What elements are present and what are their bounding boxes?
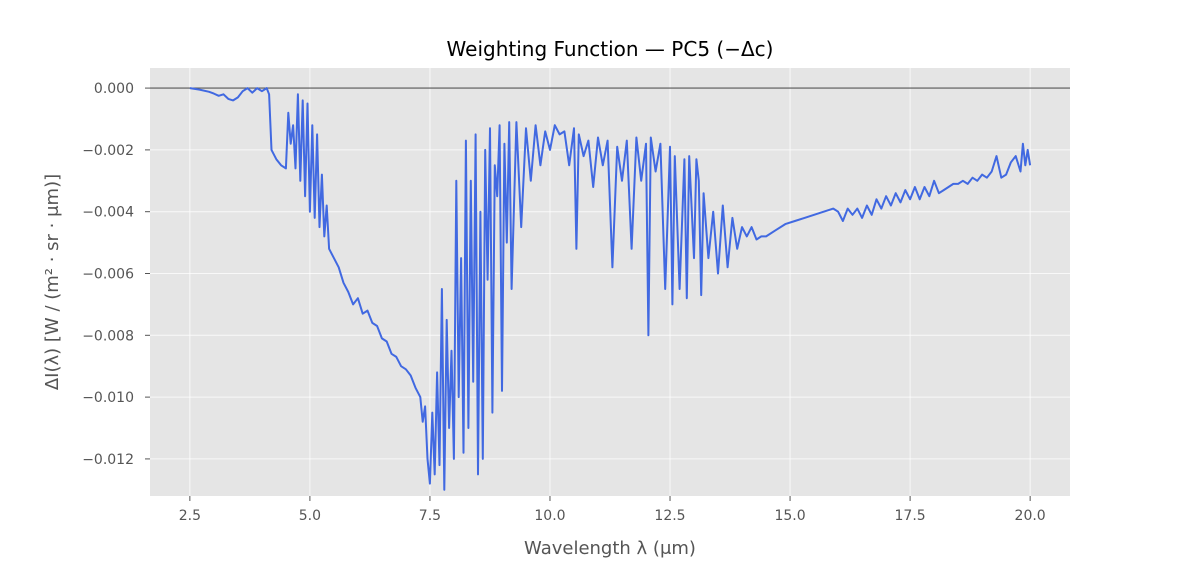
y-tick-label: −0.010 [82, 390, 134, 406]
axes-layer: 2.5 5.0 7.5 10.0 12.5 15.0 17.5 20.0 0.000 −0.002… [82, 81, 1046, 524]
weighting-function-line [189, 87, 1032, 491]
x-tick-label: 5.0 [299, 508, 321, 524]
y-tick-label: −0.008 [82, 328, 134, 344]
x-tick-label: 7.5 [419, 508, 441, 524]
y-axis-label: ΔI(λ) [W / (m² · sr · μm)] [42, 174, 63, 390]
y-tick-label: −0.002 [82, 143, 134, 159]
y-tick-label: −0.012 [82, 452, 134, 468]
x-tick-label: 15.0 [774, 508, 805, 524]
x-tick-label: 10.0 [534, 508, 565, 524]
y-tick-label: −0.004 [82, 205, 134, 221]
x-tick-label: 12.5 [654, 508, 685, 524]
y-tick-label: 0.000 [94, 81, 134, 97]
x-tick-label: 17.5 [895, 508, 926, 524]
chart-title: Weighting Function — PC5 (−Δc) [447, 37, 774, 61]
x-axis-label: Wavelength λ (μm) [524, 538, 696, 559]
x-tick-label: 2.5 [179, 508, 201, 524]
y-tick-label: −0.006 [82, 267, 134, 283]
x-tick-label: 20.0 [1015, 508, 1046, 524]
